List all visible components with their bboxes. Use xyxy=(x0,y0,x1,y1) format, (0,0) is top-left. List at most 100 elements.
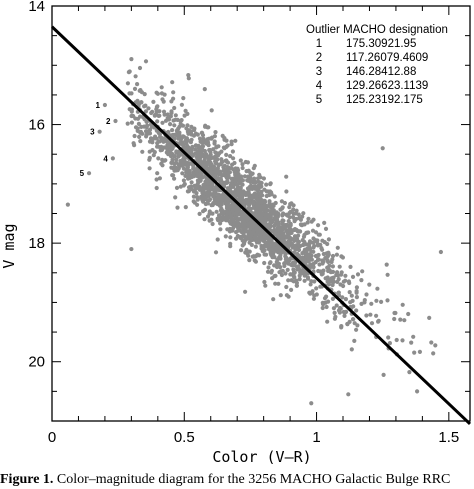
data-point xyxy=(216,197,221,202)
data-point xyxy=(321,301,326,306)
data-point xyxy=(379,299,384,304)
data-point xyxy=(175,205,180,210)
data-point xyxy=(136,121,141,126)
data-point xyxy=(190,163,195,168)
data-point xyxy=(311,296,316,301)
data-point xyxy=(288,256,293,261)
data-point xyxy=(359,278,364,283)
data-point xyxy=(417,349,422,354)
data-point xyxy=(316,223,321,228)
data-point xyxy=(431,351,436,356)
data-point xyxy=(151,99,156,104)
data-point xyxy=(228,227,233,232)
data-point xyxy=(334,252,339,257)
data-point xyxy=(300,214,305,219)
data-point xyxy=(168,154,174,159)
data-point xyxy=(172,165,177,170)
data-point xyxy=(298,229,303,234)
data-point xyxy=(184,136,189,141)
data-point xyxy=(360,269,365,274)
data-point xyxy=(342,313,347,318)
data-point xyxy=(364,313,369,318)
data-point xyxy=(129,246,134,252)
data-point xyxy=(202,154,207,159)
data-point xyxy=(218,227,223,232)
data-point xyxy=(412,350,417,355)
data-point xyxy=(224,152,229,157)
data-point xyxy=(177,132,182,137)
data-point xyxy=(302,278,307,283)
data-point xyxy=(186,131,191,136)
data-point xyxy=(226,160,231,165)
x-tick-label: 1.5 xyxy=(438,429,459,446)
data-point xyxy=(229,216,234,221)
data-point xyxy=(193,143,198,148)
data-point xyxy=(414,389,420,394)
data-point xyxy=(354,290,359,295)
data-point xyxy=(244,247,249,252)
data-point xyxy=(243,199,249,204)
data-point xyxy=(197,155,202,160)
data-point xyxy=(218,177,224,182)
data-point xyxy=(343,297,348,302)
data-point xyxy=(209,108,214,113)
data-point xyxy=(155,91,160,96)
data-point xyxy=(305,275,310,280)
data-point xyxy=(291,267,296,272)
data-point xyxy=(273,281,278,286)
data-point xyxy=(288,221,293,226)
data-point xyxy=(262,200,268,205)
data-point xyxy=(275,234,280,239)
data-point xyxy=(243,289,248,294)
data-point xyxy=(210,221,215,227)
data-point xyxy=(254,196,259,201)
data-point xyxy=(147,149,152,154)
data-point xyxy=(304,253,309,259)
data-point xyxy=(248,170,253,175)
data-point xyxy=(346,279,351,284)
data-point xyxy=(320,271,325,276)
data-point xyxy=(310,289,315,294)
data-point xyxy=(171,173,176,178)
data-point xyxy=(236,191,241,196)
data-point xyxy=(283,255,289,260)
data-point xyxy=(213,250,219,255)
data-point xyxy=(213,130,218,135)
data-point xyxy=(171,90,176,95)
data-point xyxy=(266,265,271,270)
outlier-label: 1 xyxy=(95,101,100,110)
data-point xyxy=(297,277,302,282)
data-point xyxy=(156,156,161,161)
data-point xyxy=(268,182,273,187)
data-point xyxy=(323,226,329,231)
data-point xyxy=(309,401,314,406)
data-point xyxy=(320,305,325,311)
data-point xyxy=(228,189,234,194)
data-point xyxy=(216,187,221,192)
data-point xyxy=(238,223,243,228)
data-point xyxy=(166,145,171,150)
data-point xyxy=(212,155,217,160)
data-point xyxy=(316,257,321,262)
data-point xyxy=(206,143,211,148)
data-point xyxy=(369,301,374,306)
data-point xyxy=(250,211,256,216)
data-point xyxy=(231,156,236,161)
data-point xyxy=(268,251,273,256)
data-point xyxy=(276,245,282,250)
data-point xyxy=(200,197,205,203)
data-point xyxy=(354,285,359,290)
legend-entry-number: 1 xyxy=(316,38,322,50)
data-point xyxy=(155,171,160,176)
data-point xyxy=(251,220,256,226)
data-point xyxy=(351,317,356,322)
data-point xyxy=(305,220,310,225)
x-tick-label: 1 xyxy=(312,429,320,446)
data-point xyxy=(129,57,134,62)
data-point xyxy=(197,136,203,141)
data-point xyxy=(216,213,222,218)
data-point xyxy=(202,217,207,222)
data-point xyxy=(251,199,256,204)
data-point xyxy=(172,105,177,111)
data-point xyxy=(268,214,273,219)
